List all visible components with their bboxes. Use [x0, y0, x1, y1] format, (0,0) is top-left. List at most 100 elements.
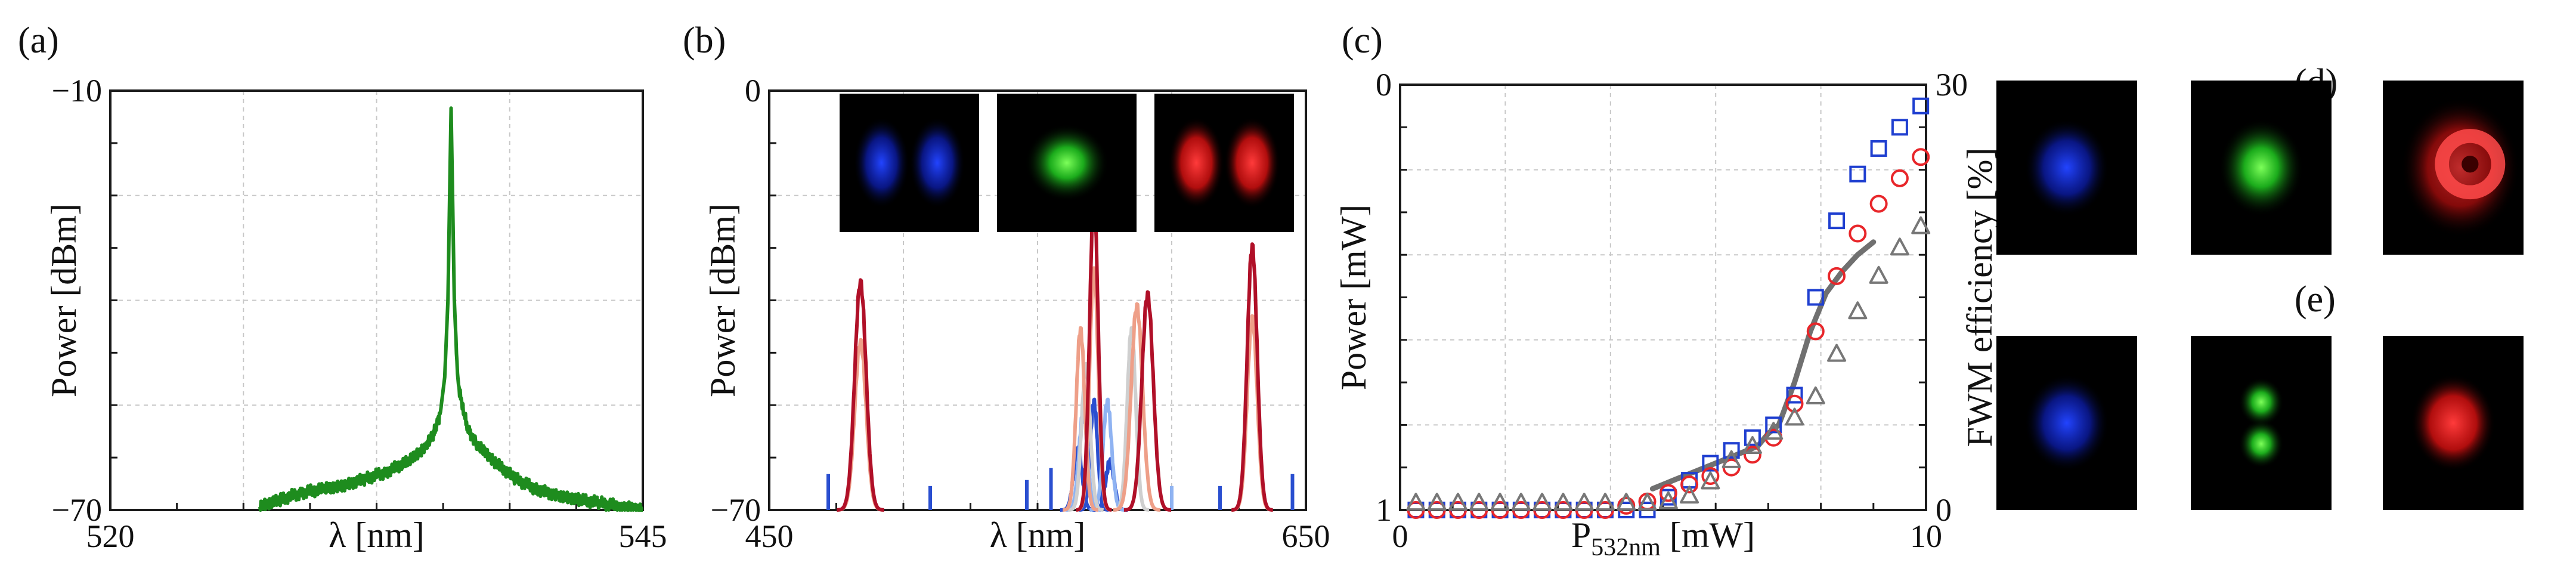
data-point-square [1744, 429, 1761, 446]
x-tick-label-max: 545 [619, 518, 667, 554]
fit-curve [1649, 239, 1877, 491]
mode-lobe-bottom [2238, 419, 2284, 468]
y-tick-label-max: −10 [52, 73, 102, 109]
mode-spot [2024, 374, 2109, 472]
spectrum-peak-high-pump [1230, 314, 1274, 512]
data-point-triangle [1701, 471, 1720, 490]
data-point-triangle [1827, 344, 1847, 362]
panel-label: (c) [1342, 20, 1383, 61]
y-tick-label-max: 0 [1376, 67, 1392, 103]
mode-ring-halo [2401, 98, 2519, 237]
spectrum-peak-min-pump [1078, 397, 1110, 512]
data-point-triangle [1658, 491, 1678, 509]
spectrum-peak-max-pump [1123, 290, 1172, 512]
data-point-square [1828, 212, 1846, 230]
data-point-triangle [1553, 493, 1573, 511]
data-point-square [1870, 140, 1887, 157]
data-point-triangle [1532, 493, 1552, 511]
data-point-circle [1659, 484, 1677, 502]
panel-label: (a) [18, 20, 59, 61]
y-tick-label-max: 0 [745, 73, 761, 109]
y-right-tick-label-max: 30 [1936, 67, 1968, 103]
panel-a-layer: (a) 520 545 −10 −70 λ [nm] Power [dBm] [18, 20, 667, 555]
x-tick-label-max: 650 [1282, 518, 1330, 554]
data-point-circle [1701, 466, 1720, 485]
panel-d-mode-image-green [2191, 81, 2332, 255]
panel-label-e: (e) [2295, 279, 2336, 320]
data-point-triangle [1406, 493, 1426, 511]
mode-lobe-top [2238, 378, 2284, 426]
data-point-triangle [1869, 265, 1888, 284]
x-tick-label-min: 0 [1392, 518, 1408, 554]
spectrum-peak-high-pump [835, 338, 886, 512]
data-point-square [1786, 387, 1803, 404]
mode-ring [2435, 129, 2506, 200]
mode-spot [2024, 119, 2109, 217]
mode-lobe-left [1168, 117, 1224, 209]
data-point-square [1765, 416, 1782, 434]
data-point-triangle [1448, 493, 1468, 511]
data-point-circle [1743, 446, 1761, 464]
data-point-triangle [1469, 493, 1489, 511]
data-point-triangle [1427, 493, 1447, 511]
mode-spot [1024, 124, 1109, 202]
plot-frame [109, 89, 644, 511]
x-tick-label-max: 10 [1910, 518, 1942, 554]
data-point-triangle [1595, 493, 1615, 511]
x-axis-label: P532nm [mW] [1571, 515, 1755, 561]
data-point-circle [1617, 496, 1636, 515]
data-point-square [1849, 165, 1866, 183]
y-axis-label: Power [dBm] [44, 203, 83, 397]
panel-b-mode-image-red [1154, 94, 1294, 232]
y-right-axis-label: FWM efficiency [%] [1960, 147, 1999, 447]
x-tick-label-min: 450 [745, 518, 794, 554]
panel-d-mode-image-red [2383, 81, 2524, 255]
panel-e-mode-image-blue [1996, 336, 2137, 510]
spectrum-peak-max-pump [835, 278, 886, 512]
data-point-triangle [1637, 493, 1657, 511]
data-point-circle [1680, 475, 1699, 494]
plot-frame [1399, 84, 1927, 511]
panel-e-mode-image-green [2191, 336, 2332, 510]
y-axis-label: Power [dBm] [703, 203, 742, 397]
data-point-circle [1869, 194, 1888, 213]
data-point-triangle [1617, 493, 1636, 511]
data-point-triangle [1574, 493, 1594, 511]
mode-images-layer: (d)(e) [840, 62, 2524, 510]
mode-spot [2219, 119, 2303, 217]
data-point-triangle [1848, 301, 1868, 320]
x-axis-label-main: P [1571, 515, 1591, 555]
data-point-triangle [1785, 407, 1804, 426]
data-point-triangle [1890, 237, 1909, 256]
data-point-circle [1806, 322, 1825, 341]
spectrum-peak-high-pump [1112, 302, 1162, 512]
data-point-triangle [1511, 493, 1531, 511]
data-point-triangle [1680, 486, 1699, 504]
data-point-circle [1785, 394, 1804, 413]
data-point-triangle [1911, 216, 1931, 234]
y-right-tick-label-min: 0 [1936, 492, 1952, 528]
spectrum-peak-max-pump [1230, 242, 1274, 512]
data-point-square [1723, 442, 1740, 459]
spectrum-peak-medium-pump [1067, 361, 1105, 512]
data-point-square [1891, 119, 1908, 136]
x-axis-label: λ [nm] [990, 515, 1086, 555]
x-tick-label-min: 520 [86, 518, 135, 554]
data-point-triangle [1742, 436, 1762, 455]
mode-ring-center [2462, 156, 2479, 173]
data-point-square [1702, 455, 1719, 472]
x-axis-label-unit: [mW] [1661, 515, 1755, 555]
data-point-triangle [1722, 450, 1741, 468]
spectrum-peak-high-pump [1061, 326, 1100, 512]
plot-frame [768, 89, 1307, 511]
data-point-square [1807, 289, 1824, 306]
x-axis-label-subscript: 532nm [1591, 534, 1661, 561]
data-point-square [1912, 97, 1930, 115]
spectrum-line-green [258, 106, 645, 512]
x-axis-label: λ [nm] [329, 515, 425, 555]
mode-lobe-right [909, 117, 965, 209]
data-point-triangle [1764, 422, 1784, 440]
data-point-circle [1912, 148, 1930, 166]
data-point-triangle [1806, 386, 1825, 404]
data-point-circle [1849, 224, 1867, 243]
